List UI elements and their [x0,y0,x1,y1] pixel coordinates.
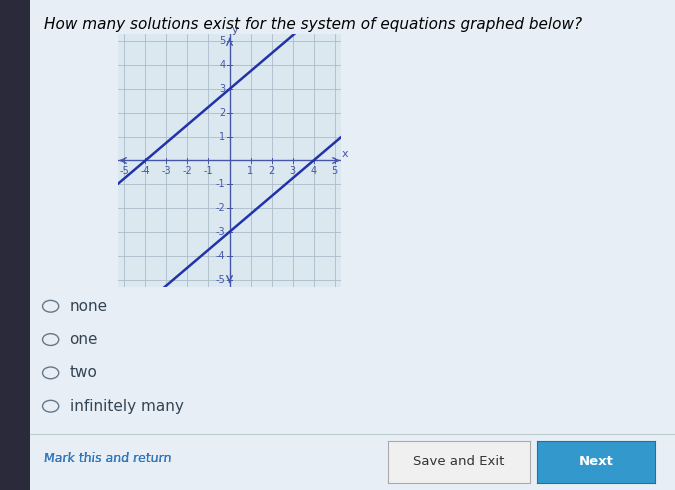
Text: y: y [232,25,238,35]
Text: -4: -4 [140,167,151,176]
Text: -5: -5 [119,167,130,176]
Text: two: two [70,366,97,380]
Text: -2: -2 [183,167,192,176]
Text: 3: 3 [219,84,225,94]
Text: -3: -3 [161,167,171,176]
Text: -4: -4 [216,251,225,261]
Text: -1: -1 [216,179,225,189]
Text: Next: Next [578,455,613,468]
Text: -5: -5 [215,274,225,285]
Text: 1: 1 [219,132,225,142]
Text: How many solutions exist for the system of equations graphed below?: How many solutions exist for the system … [44,17,582,32]
Text: 2: 2 [269,167,275,176]
Text: none: none [70,299,107,314]
Text: 1: 1 [248,167,254,176]
Text: Mark this and return: Mark this and return [44,452,171,465]
Text: Save and Exit: Save and Exit [413,455,505,468]
Text: -3: -3 [216,227,225,237]
Text: 3: 3 [290,167,296,176]
Text: x: x [342,149,348,159]
Text: 5: 5 [219,36,225,47]
Text: 4: 4 [219,60,225,70]
Text: 5: 5 [331,167,338,176]
Text: 2: 2 [219,108,225,118]
Text: -2: -2 [215,203,225,213]
Text: 4: 4 [310,167,317,176]
Text: one: one [70,332,98,347]
Text: -1: -1 [204,167,213,176]
Text: Mark this and return: Mark this and return [44,452,171,465]
Text: infinitely many: infinitely many [70,399,184,414]
